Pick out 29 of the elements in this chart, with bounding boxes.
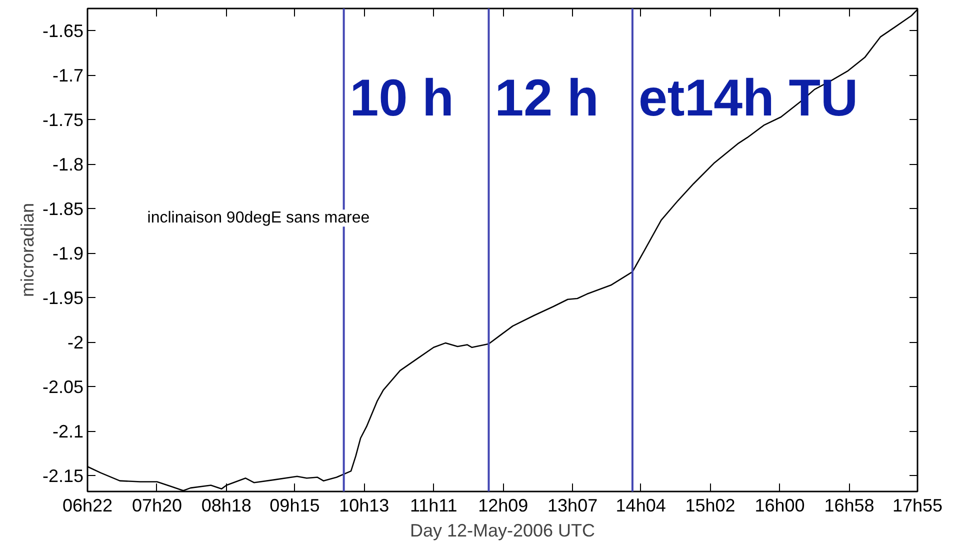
x-tick-label: 17h55 (892, 496, 943, 516)
x-tick-label: 11h11 (410, 496, 458, 516)
x-tick-label: 15h02 (685, 496, 736, 516)
y-tick-label: -2.05 (42, 377, 84, 398)
x-tick-label: 13h07 (548, 496, 598, 516)
x-tick-label: 07h20 (132, 496, 182, 516)
x-tick-label: 08h18 (201, 496, 252, 516)
annotation: inclinaison 90degE sans maree (147, 210, 370, 227)
y-tick-label: -1.85 (42, 199, 84, 220)
y-tick-label: -1.7 (52, 66, 84, 86)
y-tick-label: -2.15 (42, 466, 84, 486)
y-tick-label: -1.65 (42, 21, 84, 42)
x-axis-title: Day 12-May-2006 UTC (410, 520, 596, 540)
y-tick-label: -2.1 (52, 422, 84, 442)
x-tick-label: 16h58 (824, 496, 874, 516)
ref-line-label: 12 h (494, 69, 599, 128)
ref-line-label: 10 h (350, 69, 454, 128)
x-tick-label: 09h15 (270, 496, 320, 516)
y-tick-label: -2 (67, 332, 84, 353)
y-axis-title: microradian (17, 202, 38, 298)
x-tick-label: 12h09 (478, 496, 528, 516)
x-tick-label: 16h00 (754, 496, 805, 516)
x-tick-label: 06h22 (62, 496, 113, 516)
x-tick-label: 10h13 (339, 496, 390, 516)
x-tick-label: 14h04 (616, 496, 666, 516)
y-tick-label: -1.9 (52, 244, 84, 264)
y-tick-label: -1.8 (52, 154, 84, 175)
y-tick-label: -1.95 (42, 288, 84, 308)
y-tick-label: -1.75 (42, 110, 84, 130)
